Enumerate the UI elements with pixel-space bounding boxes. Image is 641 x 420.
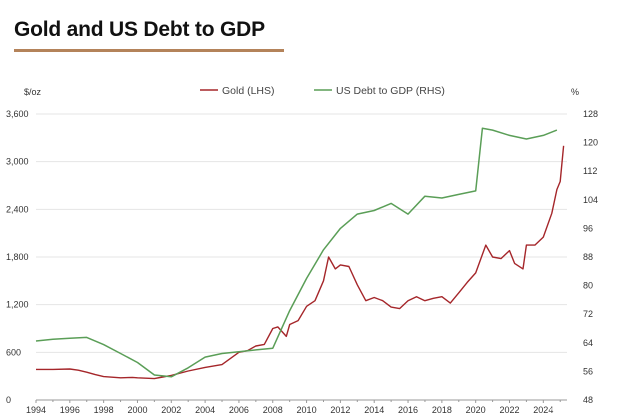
left-tick-label: 3,000 — [6, 157, 29, 167]
right-tick-label: 112 — [583, 166, 597, 176]
right-tick-label: 72 — [583, 309, 593, 319]
gold-series-line — [36, 145, 565, 380]
left-tick-label: 600 — [6, 347, 21, 357]
watermark-line1: The Community — [566, 378, 630, 388]
right-tick-label: 88 — [583, 252, 593, 262]
x-tick-label: 2002 — [161, 405, 181, 415]
legend-gold-label: Gold (LHS) — [222, 85, 275, 97]
x-tick-label: 2016 — [398, 405, 418, 415]
x-tick-label: 2006 — [229, 405, 249, 415]
left-tick-label: 1,200 — [6, 300, 29, 310]
right-tick-label: 64 — [583, 338, 593, 348]
right-tick-label: 80 — [583, 281, 593, 291]
x-tick-label: 2014 — [364, 405, 384, 415]
x-tick-label: 1994 — [26, 405, 46, 415]
watermark-line2: @Mickey082024 — [548, 401, 615, 411]
x-tick-label: 1996 — [60, 405, 80, 415]
watermark: The Community @Mickey082024 — [539, 374, 630, 411]
right-tick-label: 120 — [583, 138, 598, 148]
x-tick-label: 1998 — [94, 405, 114, 415]
left-axis-unit: $/oz — [24, 87, 42, 97]
title-underline — [14, 49, 284, 52]
right-tick-label: 96 — [583, 223, 593, 233]
x-tick-label: 2024 — [533, 405, 553, 415]
left-tick-label: 2,400 — [6, 204, 29, 214]
x-tick-label: 2004 — [195, 405, 215, 415]
x-tick-label: 2012 — [330, 405, 350, 415]
left-tick-label: 1,800 — [6, 252, 29, 262]
gridlines — [36, 113, 567, 353]
x-tick-label: 2018 — [432, 405, 452, 415]
right-tick-label: 56 — [583, 366, 593, 376]
right-tick-label: 48 — [583, 395, 593, 405]
right-axis-unit: % — [571, 87, 579, 97]
right-tick-label: 104 — [583, 195, 598, 205]
series-lines — [35, 127, 565, 380]
x-tick-label: 2010 — [297, 405, 317, 415]
x-tick-label: 2020 — [466, 405, 486, 415]
left-tick-label: 0 — [6, 395, 11, 405]
x-tick-label: 2022 — [499, 405, 519, 415]
left-tick-label: 3,600 — [6, 109, 29, 119]
community-logo-icon — [539, 374, 557, 392]
axis-labels: 0 600 1,200 1,800 2,400 3,000 3,600 48 56 64 72 80 8… — [6, 87, 598, 415]
chart-title: Gold and US Debt to GDP — [14, 18, 265, 41]
axes — [35, 399, 567, 403]
x-tick-label: 2000 — [127, 405, 147, 415]
right-tick-label: 128 — [583, 109, 598, 119]
legend-debt-label: US Debt to GDP (RHS) — [336, 85, 445, 97]
legend: Gold (LHS) US Debt to GDP (RHS) — [200, 85, 445, 97]
x-tick-label: 2008 — [263, 405, 283, 415]
debt-series-line — [35, 127, 558, 378]
